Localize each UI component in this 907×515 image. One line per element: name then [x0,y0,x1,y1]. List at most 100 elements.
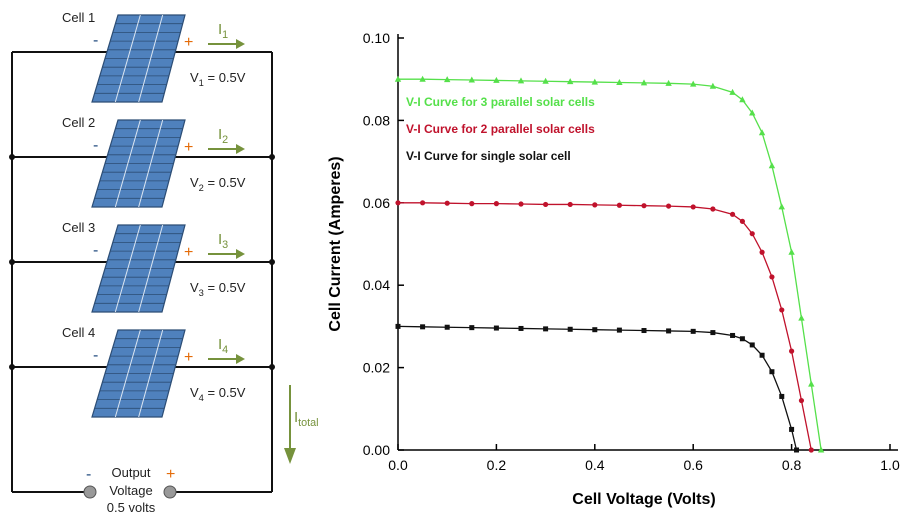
legend-entry: V-I Curve for single solar cell [406,149,571,163]
junction [269,364,275,370]
data-point [543,326,549,332]
data-point [420,200,426,206]
voltage-value: = 0.5V [204,385,246,400]
data-point [666,328,672,334]
data-point [419,75,426,82]
legend-entry: V-I Curve for 2 parallel solar cells [406,122,595,136]
panel-grid [114,14,141,103]
current-label-symbol: I [218,336,222,353]
data-point [779,393,785,399]
data-point [493,201,499,207]
current-label-subscript: 4 [222,344,228,356]
minus-sign: - [93,137,98,154]
data-point [739,336,745,342]
series-line [398,202,812,451]
plus-sign: + [184,139,193,156]
data-point [493,76,500,83]
data-point [709,82,717,89]
plus-sign: + [184,349,193,366]
current-label-symbol: I [218,231,222,248]
x-tick-label: 0.4 [585,457,605,473]
data-point [758,129,766,136]
data-point [729,88,736,95]
current-label: I2 [218,126,228,146]
y-tick-label: 0.10 [363,30,390,46]
y-tick-label: 0.04 [363,277,390,293]
data-point [749,342,755,348]
panel-grid [138,14,164,103]
data-point [730,332,736,338]
cell-name: Cell 3 [62,220,95,235]
junction [9,364,15,370]
y-tick-label: 0.00 [363,442,390,458]
x-tick-label: 0.2 [487,457,507,473]
total-current-label-subscript: total [298,417,318,429]
data-point [641,203,647,209]
data-point [739,96,746,103]
data-point [469,201,475,207]
data-point [517,77,525,84]
data-point [768,162,776,169]
data-point [592,202,598,208]
arrow-head [284,448,296,464]
data-point [769,274,775,280]
data-point [690,328,696,334]
data-point [395,200,401,206]
y-tick-label: 0.02 [363,360,390,376]
y-tick-label: 0.06 [363,195,390,211]
output-label: Output [111,465,150,480]
plus-sign: + [184,34,193,51]
data-point [592,327,598,333]
cell-name: Cell 1 [62,10,95,25]
arrow-head [236,39,245,49]
data-point [616,78,623,85]
junction [269,259,275,265]
panel-grid [114,224,141,313]
voltage-label-symbol: V [190,70,199,85]
output-label: 0.5 volts [107,500,156,515]
junction [9,259,15,265]
data-point [420,324,426,330]
data-point [739,218,746,224]
voltage-label: V2 = 0.5V [190,175,246,193]
x-tick-label: 0.6 [683,457,703,473]
data-point [794,447,800,453]
plus-sign: + [184,244,193,261]
data-point [808,380,815,387]
data-point [808,447,814,453]
data-point [665,79,672,86]
data-point [749,231,755,237]
current-label-symbol: I [218,126,222,143]
data-point [690,80,697,87]
panel-grid [138,119,164,208]
data-point [749,109,756,116]
data-point [542,77,549,84]
x-tick-label: 0.8 [782,457,802,473]
current-label: I4 [218,336,228,356]
voltage-label: V1 = 0.5V [190,70,246,88]
total-current-label-symbol: I [294,409,298,426]
series-line [397,325,798,451]
panel-grid [114,119,141,208]
data-point [469,325,475,331]
voltage-label-symbol: V [190,385,199,400]
current-label: I1 [218,21,228,41]
data-point [710,330,716,336]
voltage-label-subscript: 4 [199,393,204,403]
minus-sign: - [93,242,98,259]
data-point [468,76,475,83]
voltage-value: = 0.5V [204,280,246,295]
data-point [759,352,765,358]
data-point [567,78,574,85]
data-point [444,200,450,206]
current-label-subscript: 2 [222,134,228,146]
voltage-label: V3 = 0.5V [190,280,246,298]
data-point [788,248,795,255]
data-point [567,326,573,332]
data-point [690,204,696,210]
chart: Cell Voltage (Volts) Cell Current (Amper… [327,30,900,508]
minus-sign: - [93,347,98,364]
arrow-head [236,249,245,259]
x-tick-label: 1.0 [880,457,900,473]
current-label-symbol: I [218,21,222,38]
